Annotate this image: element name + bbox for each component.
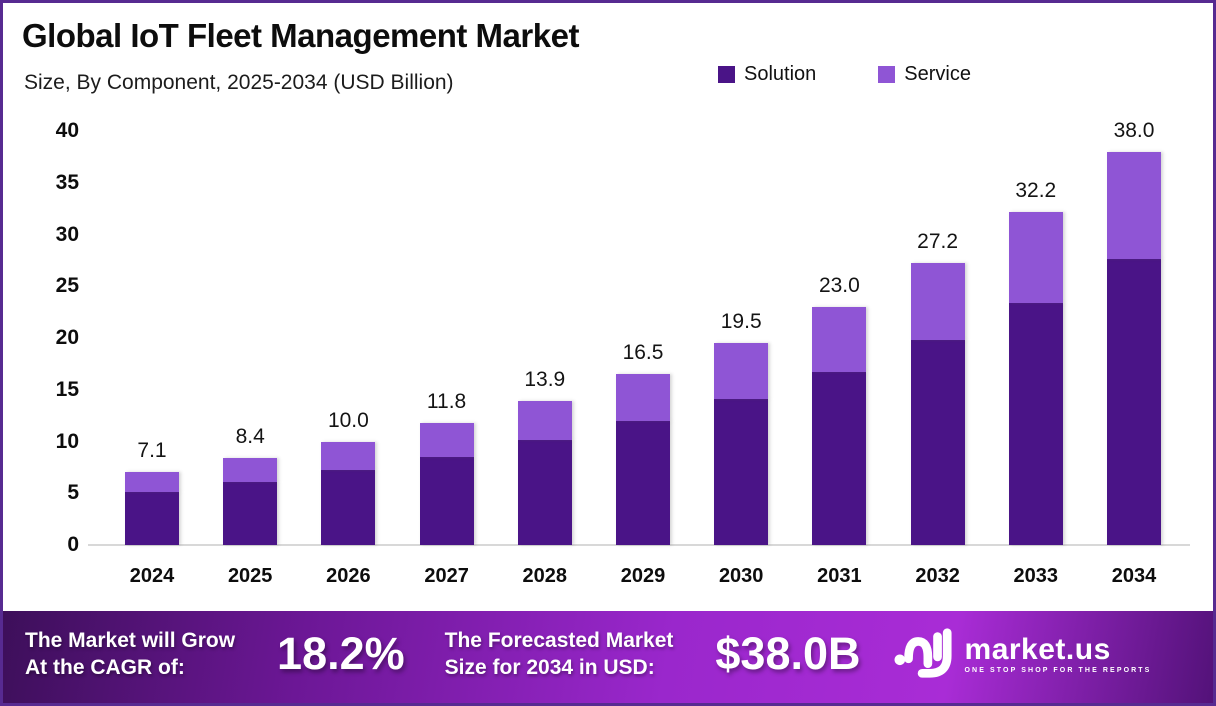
legend-item-service: Service xyxy=(878,63,971,86)
x-axis-tick-label-2032: 2032 xyxy=(915,565,960,587)
y-axis-tick-label: 40 xyxy=(55,119,79,142)
x-axis-tick-label-2024: 2024 xyxy=(129,565,175,587)
bar-segment-service-2024 xyxy=(125,471,179,493)
x-axis-tick-label-2033: 2033 xyxy=(1013,565,1059,587)
bar-segment-solution-2032 xyxy=(910,340,965,545)
cagr-label-line2: At the CAGR of: xyxy=(25,656,185,679)
x-axis-tick-label-2030: 2030 xyxy=(718,565,764,587)
page-title: Global IoT Fleet Management Market xyxy=(22,17,579,54)
forecast-value: $38.0B xyxy=(715,628,861,679)
chart-subtitle: Size, By Component, 2025-2034 (USD Billi… xyxy=(24,71,454,94)
forecast-label-line2: Size for 2034 in USD: xyxy=(444,656,655,679)
y-axis-tick-label: 15 xyxy=(55,377,79,401)
bar-total-label-2025: 8.4 xyxy=(235,425,265,449)
service-swatch-icon xyxy=(878,66,896,83)
bar-segment-service-2031 xyxy=(812,306,867,373)
cagr-label: The Market will Grow At the CAGR of: xyxy=(25,627,235,681)
bar-segment-service-2033 xyxy=(1008,211,1063,303)
y-axis-tick-label: 25 xyxy=(55,274,79,298)
chart-legend: Solution Service xyxy=(718,63,971,86)
forecast-label: The Forecasted Market Size for 2034 in U… xyxy=(445,627,674,681)
y-axis-tick-label: 0 xyxy=(67,533,79,556)
bar-total-label-2033: 32.2 xyxy=(1015,178,1057,202)
bar-segment-service-2025 xyxy=(223,458,278,482)
cagr-label-line1: The Market will Grow xyxy=(25,629,236,652)
bar-segment-service-2027 xyxy=(419,422,474,457)
bar-segment-solution-2024 xyxy=(125,492,179,545)
bar-total-label-2029: 16.5 xyxy=(622,341,664,365)
y-axis-tick-label: 20 xyxy=(55,326,79,349)
bar-segment-service-2029 xyxy=(616,374,670,421)
x-axis-line xyxy=(88,544,1190,546)
x-axis-tick-label-2028: 2028 xyxy=(522,565,568,587)
bar-segment-solution-2028 xyxy=(517,440,572,545)
solution-swatch-icon xyxy=(718,66,735,83)
bar-segment-solution-2025 xyxy=(223,481,278,545)
bar-segment-solution-2030 xyxy=(714,399,769,545)
x-axis-tick-label-2029: 2029 xyxy=(620,565,666,587)
bar-total-label-2032: 27.2 xyxy=(917,230,959,254)
bar-segment-solution-2031 xyxy=(812,372,867,545)
legend-label: Solution xyxy=(744,63,817,85)
bar-segment-solution-2029 xyxy=(616,420,670,545)
bar-total-label-2030: 19.5 xyxy=(720,310,762,334)
logo-name: market.us xyxy=(964,632,1111,666)
bar-segment-service-2034 xyxy=(1107,151,1161,260)
bar-total-label-2027: 11.8 xyxy=(426,389,467,413)
bar-total-label-2034: 38.0 xyxy=(1113,118,1155,142)
bar-segment-service-2026 xyxy=(321,441,376,471)
forecast-label-line1: The Forecasted Market xyxy=(444,629,674,652)
bar-segment-solution-2026 xyxy=(321,470,376,545)
marketus-logo: market.us ONE STOP SHOP FOR THE REPORTS xyxy=(893,625,1152,683)
logo-tagline: ONE STOP SHOP FOR THE REPORTS xyxy=(964,666,1152,674)
bottom-banner: The Market will Grow At the CAGR of: 18.… xyxy=(3,611,1213,703)
bar-segment-solution-2034 xyxy=(1107,259,1161,545)
cagr-value: 18.2% xyxy=(277,628,405,679)
legend-label: Service xyxy=(904,63,971,85)
bar-segment-solution-2033 xyxy=(1008,302,1063,545)
y-axis-tick-label: 5 xyxy=(67,481,79,505)
marketus-logo-icon xyxy=(894,628,952,678)
bar-segment-service-2028 xyxy=(517,401,572,441)
bar-total-label-2028: 13.9 xyxy=(524,368,566,392)
x-axis-tick-label-2026: 2026 xyxy=(326,565,371,587)
bar-segment-service-2032 xyxy=(910,263,965,341)
y-axis-tick-label: 30 xyxy=(55,222,79,246)
x-axis-tick-label-2027: 2027 xyxy=(424,565,469,587)
x-axis-tick-label-2034: 2034 xyxy=(1111,565,1157,587)
x-axis-tick-label-2031: 2031 xyxy=(817,565,862,587)
bar-segment-solution-2027 xyxy=(419,457,474,545)
stacked-bar-chart: 0 5 10 15 20 25 30 35 40 7.1 2024 8.4 2025 10.0 2026 11… xyxy=(3,3,1213,608)
bar-total-label-2026: 10.0 xyxy=(327,408,369,432)
legend-item-solution: Solution xyxy=(718,63,816,86)
bar-segment-service-2030 xyxy=(714,343,769,400)
y-axis-tick-label: 35 xyxy=(55,170,79,194)
bar-total-label-2031: 23.0 xyxy=(818,273,860,297)
y-axis-tick-label: 10 xyxy=(55,429,79,453)
bar-total-label-2024: 7.1 xyxy=(137,438,167,462)
x-axis-tick-label-2025: 2025 xyxy=(227,565,273,587)
